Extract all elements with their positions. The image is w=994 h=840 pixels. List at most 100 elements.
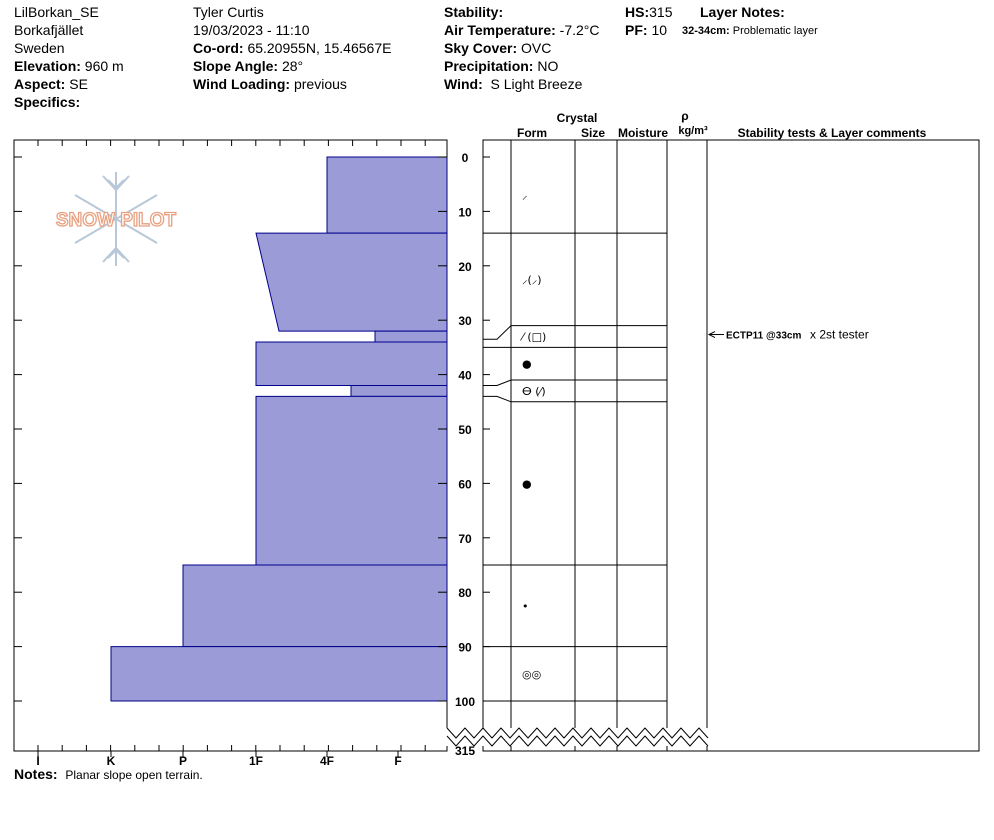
grain-form-symbol-6: • <box>522 600 529 613</box>
precip-value: NO <box>537 58 559 74</box>
hardness-bar-0 <box>326 156 448 234</box>
depth-label-100: 100 <box>455 695 475 709</box>
header-location-block: LilBorkan_SE Borkafjället Sweden Elevati… <box>14 3 124 111</box>
elevation-value: 960 m <box>84 58 124 74</box>
wind-value: S Light Breeze <box>490 76 583 92</box>
depth-label-70: 70 <box>458 532 472 546</box>
precip-row: Precipitation: NO <box>444 57 600 75</box>
depth-label-60: 60 <box>458 477 472 491</box>
coord-value: 65.20955N, 15.46567E <box>247 40 392 56</box>
hardness-label-I: I <box>36 754 39 768</box>
snowpilot-logo: SNOW PILOT <box>55 172 177 266</box>
elevation-row: Elevation: 960 m <box>14 57 124 75</box>
precip-label: Precipitation: <box>444 58 534 74</box>
depth-label-50: 50 <box>458 423 472 437</box>
aspect-row: Aspect: SE <box>14 75 124 93</box>
hs-value: 315 <box>649 4 673 20</box>
depth-label-0: 0 <box>462 151 469 165</box>
depth-label-90: 90 <box>458 641 472 655</box>
layer-notes-label: Layer Notes: <box>700 4 785 20</box>
grain-form-symbol-4: ⴱ (⁄) <box>522 385 546 398</box>
layer-connector-0 <box>483 325 512 340</box>
country-name: Sweden <box>14 40 65 56</box>
col-header-form: Form <box>517 126 547 140</box>
air-temp-label: Air Temperature: <box>444 22 556 38</box>
slope-value: 28° <box>281 58 304 74</box>
wind-loading-value: previous <box>293 76 347 92</box>
col-header-rho: ρ <box>681 109 688 123</box>
col-header-stability: Stability tests & Layer comments <box>738 126 927 140</box>
col-header-moisture: Moisture <box>618 126 668 140</box>
header-layer-notes-block: Layer Notes: <box>700 3 785 21</box>
col-header-size: Size <box>581 126 605 140</box>
grain-form-symbols: ⸝ ⸝(⸝) ⁄ (□) ● ⴱ (⁄) ● • ◎◎ <box>519 189 546 681</box>
header-weather-block: Stability: Air Temperature: -7.2°C Sky C… <box>444 3 600 93</box>
wind-row: Wind: S Light Breeze <box>444 75 600 93</box>
wind-label: Wind: <box>444 76 483 92</box>
pf-label: PF: <box>625 22 648 38</box>
logo-text: SNOW PILOT <box>56 210 177 231</box>
stability-test-label-0: ECTP11 @33cm <box>726 331 801 342</box>
hardness-label-F: F <box>394 754 401 768</box>
notes-row: Notes: Planar slope open terrain. <box>14 766 203 782</box>
stability-test-comment-0: x 2st tester <box>810 328 869 342</box>
depth-axis: 0 10 20 30 40 50 60 70 80 90 100 315 <box>14 151 490 758</box>
aspect-value: SE <box>69 76 88 92</box>
sky-label: Sky Cover: <box>444 40 518 56</box>
stability-arrow-head-0 <box>707 331 716 338</box>
observation-datetime: 19/03/2023 - 11:10 <box>193 22 310 38</box>
depth-break-marker <box>446 727 709 747</box>
layer-note-entry: 32-34cm: Problematic layer <box>682 22 818 40</box>
header-hs-block: HS:315 PF: 10 <box>625 3 672 39</box>
depth-label-20: 20 <box>458 260 472 274</box>
grain-form-symbol-5: ● <box>522 477 532 490</box>
hardness-bar-6 <box>182 564 448 648</box>
hardness-bar-7 <box>110 646 448 702</box>
layer-note-text: Problematic layer <box>732 25 818 37</box>
location-name: LilBorkan_SE <box>14 4 99 20</box>
depth-label-40: 40 <box>458 369 472 383</box>
grain-form-symbol-0: ⸝ <box>522 189 528 202</box>
hardness-bars <box>110 156 448 702</box>
coord-row: Co-ord: 65.20955N, 15.46567E <box>193 39 391 57</box>
snowflake-icon <box>74 172 158 266</box>
stability-label: Stability: <box>444 4 504 20</box>
coord-label: Co-ord: <box>193 40 244 56</box>
notes-value: Planar slope open terrain. <box>65 768 203 782</box>
hardness-bar-2 <box>374 330 448 343</box>
grain-form-symbol-3: ● <box>522 358 532 371</box>
layer-connector-2 <box>483 379 512 386</box>
elevation-label: Elevation: <box>14 58 81 74</box>
hardness-label-1F: 1F <box>249 754 263 768</box>
pf-row: PF: 10 <box>625 21 672 39</box>
wind-loading-row: Wind Loading: previous <box>193 75 391 93</box>
pf-value: 10 <box>651 22 668 38</box>
col-header-density-unit: kg/m³ <box>678 125 708 137</box>
wind-loading-label: Wind Loading: <box>193 76 291 92</box>
sky-row: Sky Cover: OVC <box>444 39 600 57</box>
aspect-label: Aspect: <box>14 76 66 92</box>
area-name: Borkafjället <box>14 22 84 38</box>
hardness-label-K: K <box>107 754 116 768</box>
air-temp-value: -7.2°C <box>559 22 600 38</box>
layer-note-depth: 32-34cm: <box>682 25 730 37</box>
sky-value: OVC <box>521 40 552 56</box>
grain-form-symbol-2: ⁄ (□) <box>519 331 546 344</box>
layer-boundaries <box>483 232 667 702</box>
hardness-bar-5 <box>255 395 448 566</box>
depth-label-30: 30 <box>458 314 472 328</box>
depth-label-315: 315 <box>455 744 475 758</box>
air-temp-row: Air Temperature: -7.2°C <box>444 21 600 39</box>
hs-row: HS:315 <box>625 3 672 21</box>
hardness-bar-4 <box>350 384 448 397</box>
header-observer-block: Tyler Curtis 19/03/2023 - 11:10 Co-ord: … <box>193 3 391 93</box>
stability-row: Stability: <box>444 3 600 21</box>
hardness-bar-1 <box>255 232 448 332</box>
specifics-row: Specifics: <box>14 93 124 111</box>
notes-label: Notes: <box>14 766 58 782</box>
layer-connector-3 <box>483 395 512 403</box>
slope-label: Slope Angle: <box>193 58 279 74</box>
depth-label-80: 80 <box>458 586 472 600</box>
stability-test-annotations: ECTP11 @33cm x 2st tester <box>707 328 869 342</box>
col-header-crystal: Crystal <box>557 111 598 125</box>
